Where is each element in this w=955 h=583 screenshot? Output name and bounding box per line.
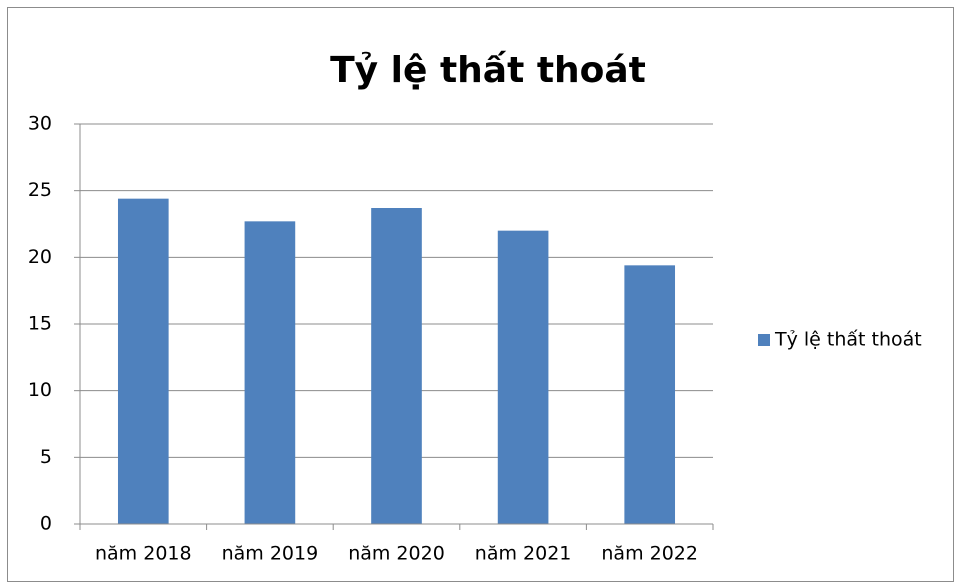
bar xyxy=(117,198,169,524)
bar xyxy=(624,265,676,524)
bar xyxy=(244,221,296,525)
x-tick-label: năm 2020 xyxy=(348,543,445,565)
y-tick-label: 30 xyxy=(28,113,52,135)
x-tick-label: năm 2019 xyxy=(222,543,319,565)
y-tick-label: 5 xyxy=(40,446,52,468)
legend-label: Tỷ lệ thất thoát xyxy=(774,329,922,351)
x-tick-label: năm 2022 xyxy=(601,543,698,565)
x-tick-label: năm 2021 xyxy=(475,543,572,565)
x-tick-label: năm 2018 xyxy=(95,543,192,565)
y-tick-label: 10 xyxy=(28,379,52,401)
bar xyxy=(371,208,422,524)
y-tick-label: 20 xyxy=(28,246,52,268)
y-tick-label: 0 xyxy=(40,513,52,535)
y-tick-label: 25 xyxy=(28,179,52,201)
bar xyxy=(497,230,549,524)
y-tick-label: 15 xyxy=(28,313,52,335)
chart-title: Tỷ lệ thất thoát xyxy=(330,50,646,91)
legend-swatch xyxy=(758,334,770,346)
